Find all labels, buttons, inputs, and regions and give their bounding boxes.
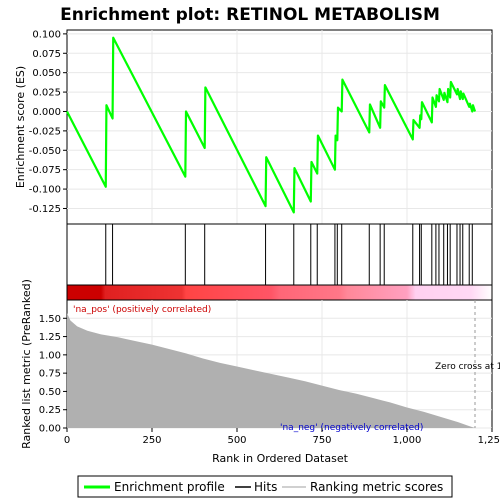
x-tick-label: 1,250 <box>478 435 500 446</box>
es-y-tick-label: 0.100 <box>32 29 61 40</box>
legend-label-hits: Hits <box>254 480 277 494</box>
hits-panel <box>66 223 493 286</box>
chart-title: Enrichment plot: RETINOL METABOLISM <box>60 5 440 25</box>
rank-y-tick-label: 1.50 <box>39 314 61 325</box>
rank-y-tick-label: 0.25 <box>39 405 61 416</box>
es-panel-frame <box>66 29 493 225</box>
x-tick-label: 750 <box>312 435 331 446</box>
rank-y-axis-label: Ranked list metric (PreRanked) <box>20 279 33 449</box>
es-y-tick-label: -0.075 <box>29 165 61 176</box>
es-panel: 0.100 0.075 0.050 0.025 0.000 -0.025 -0.050 -0.… <box>14 29 493 225</box>
es-y-tick-label: 0.000 <box>32 107 61 118</box>
rank-y-tick-label: 0.00 <box>39 424 61 435</box>
es-y-tick-label: -0.125 <box>29 204 61 215</box>
es-y-tick-label: 0.075 <box>32 49 61 60</box>
pos-correlated-label: 'na_pos' (positively correlated) <box>73 305 211 315</box>
rank-panel: 0.00 0.25 0.50 0.75 1.00 1.25 1.50 'na_pos' (p… <box>20 279 500 449</box>
es-y-tick-label: 0.025 <box>32 88 61 99</box>
rank-y-tick-label: 1.25 <box>39 332 61 343</box>
rank-y-tick-label: 1.00 <box>39 350 61 361</box>
x-axis: 0 250 500 750 1,000 1,250 <box>64 428 500 446</box>
legend-box <box>77 475 453 498</box>
heat-bar <box>66 284 493 301</box>
es-y-tick-label: -0.050 <box>29 146 61 157</box>
es-y-tick-label: -0.025 <box>29 126 61 137</box>
es-y-axis-label: Enrichment score (ES) <box>14 66 27 188</box>
legend-item-ranking-metric: Ranking metric scores <box>282 480 443 494</box>
legend-label-ranking: Ranking metric scores <box>310 480 443 494</box>
legend: Enrichment profile Hits Ranking metric s… <box>77 475 453 498</box>
neg-correlated-label: 'na_neg' (negatively correlated) <box>280 423 423 433</box>
x-tick-label: 250 <box>142 435 161 446</box>
rank-y-tick-label: 0.50 <box>39 387 61 398</box>
es-y-tick-label: 0.050 <box>32 68 61 79</box>
rank-y-ticks: 0.00 0.25 0.50 0.75 1.00 1.25 1.50 <box>39 314 67 435</box>
x-tick-label: 1,000 <box>393 435 422 446</box>
x-axis-label: Rank in Ordered Dataset <box>212 452 349 465</box>
hits-panel-frame <box>66 223 493 286</box>
es-y-tick-label: -0.100 <box>29 185 61 196</box>
x-tick-label: 0 <box>64 435 70 446</box>
legend-label-profile: Enrichment profile <box>114 480 225 494</box>
rank-y-tick-label: 0.75 <box>39 369 61 380</box>
es-profile-line <box>66 36 477 214</box>
es-line-layer <box>66 36 477 214</box>
heat-bar-panel <box>66 284 493 301</box>
rank-metric-area <box>67 313 475 428</box>
x-tick-label: 500 <box>227 435 246 446</box>
legend-item-enrichment-profile: Enrichment profile <box>84 480 225 494</box>
es-y-ticks: 0.100 0.075 0.050 0.025 0.000 -0.025 -0.050 -0.… <box>29 29 67 215</box>
hits-layer <box>105 224 473 285</box>
legend-item-hits: Hits <box>235 480 277 494</box>
zero-cross-label: Zero cross at 1 <box>435 362 500 372</box>
